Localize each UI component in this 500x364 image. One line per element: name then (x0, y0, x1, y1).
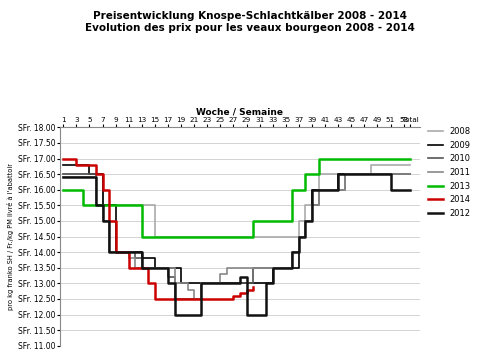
2014 (119, 250, 125, 254)
2008 (119, 203, 125, 207)
2014 (198, 297, 203, 301)
2011 (276, 266, 282, 270)
2014 (100, 187, 105, 192)
2011 (270, 266, 276, 270)
2010 (172, 297, 177, 301)
2014 (211, 297, 217, 301)
2009 (60, 163, 66, 167)
2014 (165, 297, 171, 301)
2014 (204, 297, 210, 301)
Line: 2011: 2011 (64, 174, 410, 299)
2010 (270, 266, 276, 270)
2014 (184, 297, 190, 301)
2014 (60, 157, 66, 161)
2009 (198, 281, 203, 286)
2013 (139, 234, 145, 239)
Line: 2008: 2008 (64, 165, 410, 237)
2009 (302, 219, 308, 223)
2013 (270, 219, 276, 223)
2010 (407, 172, 413, 177)
2009 (276, 266, 282, 270)
2014 (237, 290, 243, 295)
2013 (302, 172, 308, 177)
2014 (230, 294, 236, 298)
2012 (172, 312, 177, 317)
2010 (302, 219, 308, 223)
2014 (146, 281, 152, 286)
2014 (126, 266, 132, 270)
2014 (250, 284, 256, 289)
2010 (119, 250, 125, 254)
2013 (256, 219, 262, 223)
2011 (407, 172, 413, 177)
2014 (93, 172, 99, 177)
2012 (302, 219, 308, 223)
2014 (158, 297, 164, 301)
2012 (198, 281, 203, 286)
2014 (80, 163, 86, 167)
2010 (256, 266, 262, 270)
2014 (224, 297, 230, 301)
2009 (270, 266, 276, 270)
2011 (302, 219, 308, 223)
2012 (276, 266, 282, 270)
2014 (139, 266, 145, 270)
Y-axis label: pro kg franko SH / Fr./kg PM livré à l'abattoir: pro kg franko SH / Fr./kg PM livré à l'a… (7, 163, 14, 310)
2012 (407, 187, 413, 192)
2012 (335, 172, 341, 177)
2009 (256, 281, 262, 286)
2012 (119, 250, 125, 254)
2014 (191, 297, 197, 301)
2013 (60, 187, 66, 192)
2009 (178, 281, 184, 286)
2014 (152, 297, 158, 301)
2014 (132, 266, 138, 270)
2008 (60, 172, 66, 177)
2014 (244, 288, 250, 292)
Text: Preisentwicklung Knospe-Schlachtkälber 2008 - 2014
Evolution des prix pour les v: Preisentwicklung Knospe-Schlachtkälber 2… (85, 11, 415, 32)
2011 (60, 175, 66, 179)
2014 (218, 297, 224, 301)
2008 (256, 234, 262, 239)
2012 (60, 175, 66, 179)
2010 (60, 172, 66, 177)
2009 (119, 250, 125, 254)
2014 (67, 157, 73, 161)
Legend: 2008, 2009, 2010, 2011, 2013, 2014, 2012: 2008, 2009, 2010, 2011, 2013, 2014, 2012 (428, 127, 470, 218)
Line: 2013: 2013 (64, 159, 410, 237)
2011 (119, 250, 125, 254)
2014 (74, 163, 80, 167)
Line: 2014: 2014 (64, 159, 253, 299)
2014 (172, 297, 177, 301)
2011 (198, 281, 203, 286)
2013 (407, 157, 413, 161)
Line: 2009: 2009 (64, 165, 410, 284)
2008 (270, 234, 276, 239)
2014 (86, 163, 92, 167)
2010 (198, 281, 203, 286)
X-axis label: Woche / Semaine: Woche / Semaine (196, 107, 284, 116)
2008 (407, 163, 413, 167)
2014 (112, 250, 118, 254)
2008 (368, 163, 374, 167)
2013 (198, 234, 203, 239)
2011 (342, 172, 347, 177)
2010 (276, 266, 282, 270)
2009 (407, 172, 413, 177)
2011 (191, 297, 197, 301)
2011 (256, 266, 262, 270)
2008 (302, 203, 308, 207)
2008 (198, 234, 203, 239)
2014 (106, 219, 112, 223)
Line: 2012: 2012 (64, 174, 410, 314)
2014 (178, 297, 184, 301)
2008 (276, 234, 282, 239)
2012 (270, 266, 276, 270)
2012 (256, 312, 262, 317)
2013 (316, 157, 322, 161)
Line: 2010: 2010 (64, 174, 410, 299)
2013 (119, 203, 125, 207)
2008 (152, 234, 158, 239)
2013 (276, 219, 282, 223)
